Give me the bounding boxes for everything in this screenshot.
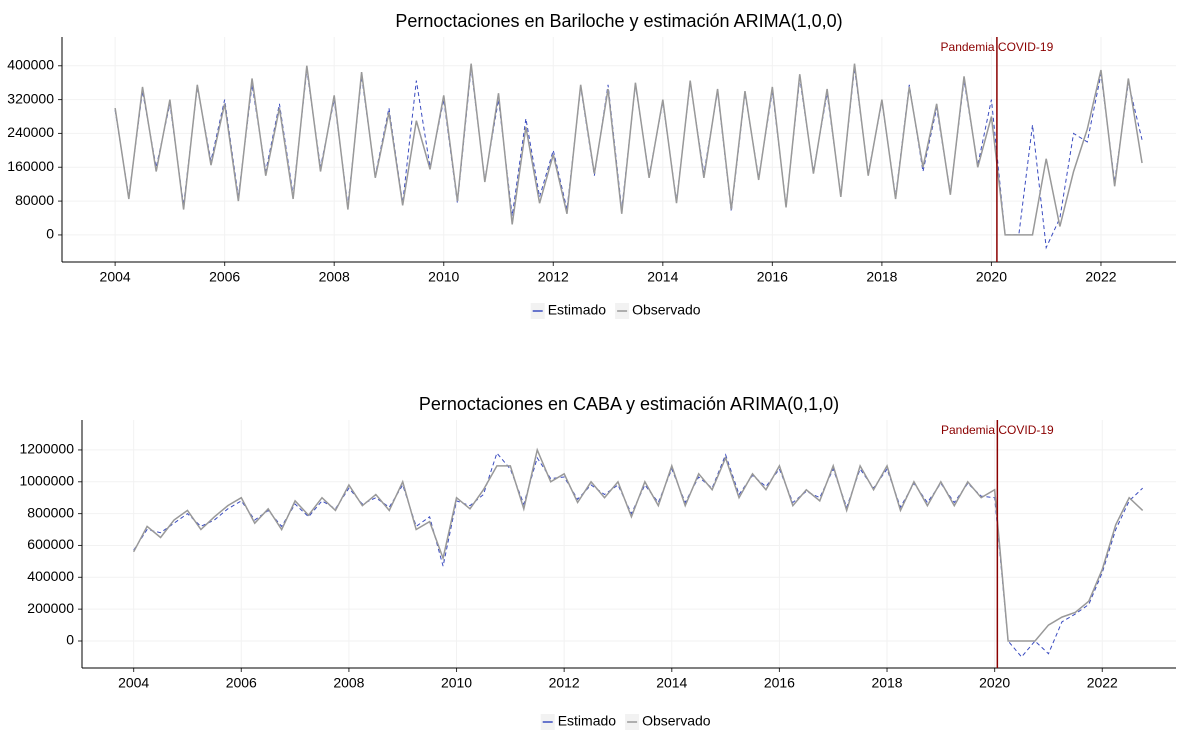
x-tick-label: 2016 bbox=[764, 675, 795, 691]
x-tick-label: 2016 bbox=[757, 269, 788, 285]
legend-label: Estimado bbox=[548, 302, 607, 318]
y-tick-label: 600000 bbox=[27, 536, 74, 552]
y-tick-label: 200000 bbox=[27, 600, 74, 616]
series-line bbox=[133, 452, 1143, 658]
x-tick-label: 2022 bbox=[1087, 675, 1118, 691]
y-tick-label: 400000 bbox=[27, 568, 74, 584]
y-tick-label: 0 bbox=[46, 226, 54, 242]
x-tick-label: 2014 bbox=[647, 269, 678, 285]
y-tick-label: 800000 bbox=[27, 504, 74, 520]
x-tick-label: 2014 bbox=[656, 675, 687, 691]
x-tick-label: 2012 bbox=[538, 269, 569, 285]
series-line bbox=[132, 447, 1144, 642]
y-tick-label: 240000 bbox=[7, 124, 54, 140]
x-tick-label: 2020 bbox=[976, 269, 1007, 285]
x-tick-label: 2010 bbox=[441, 675, 472, 691]
legend: Estimado Observado bbox=[540, 713, 711, 730]
legend-label: Estimado bbox=[558, 713, 617, 729]
x-tick-label: 2004 bbox=[118, 675, 149, 691]
y-tick-label: 1000000 bbox=[19, 472, 74, 488]
x-tick-label: 2006 bbox=[209, 269, 240, 285]
chart-title: Pernoctaciones en CABA y estimación ARIM… bbox=[419, 394, 839, 414]
series-line bbox=[114, 63, 1143, 236]
x-tick-label: 2008 bbox=[319, 269, 350, 285]
y-tick-label: 1200000 bbox=[19, 441, 74, 457]
y-tick-label: 320000 bbox=[7, 90, 54, 106]
legend-label: Observado bbox=[642, 713, 711, 729]
x-tick-label: 2010 bbox=[428, 269, 459, 285]
y-tick-label: 0 bbox=[66, 632, 74, 648]
y-tick-label: 80000 bbox=[15, 192, 54, 208]
x-tick-label: 2020 bbox=[979, 675, 1010, 691]
x-tick-label: 2018 bbox=[871, 675, 902, 691]
legend: Estimado Observado bbox=[530, 302, 701, 319]
chart-title: Pernoctaciones en Bariloche y estimación… bbox=[395, 11, 842, 31]
annotation-label: Pandemia COVID-19 bbox=[941, 423, 1054, 437]
x-tick-label: 2006 bbox=[226, 675, 257, 691]
x-tick-label: 2004 bbox=[100, 269, 131, 285]
x-tick-label: 2012 bbox=[549, 675, 580, 691]
y-tick-label: 160000 bbox=[7, 158, 54, 174]
x-tick-label: 2022 bbox=[1085, 269, 1116, 285]
x-tick-label: 2018 bbox=[866, 269, 897, 285]
y-tick-label: 400000 bbox=[7, 56, 54, 72]
legend-label: Observado bbox=[632, 302, 701, 318]
annotation-label: Pandemia COVID-19 bbox=[941, 40, 1054, 54]
x-tick-label: 2008 bbox=[333, 675, 364, 691]
